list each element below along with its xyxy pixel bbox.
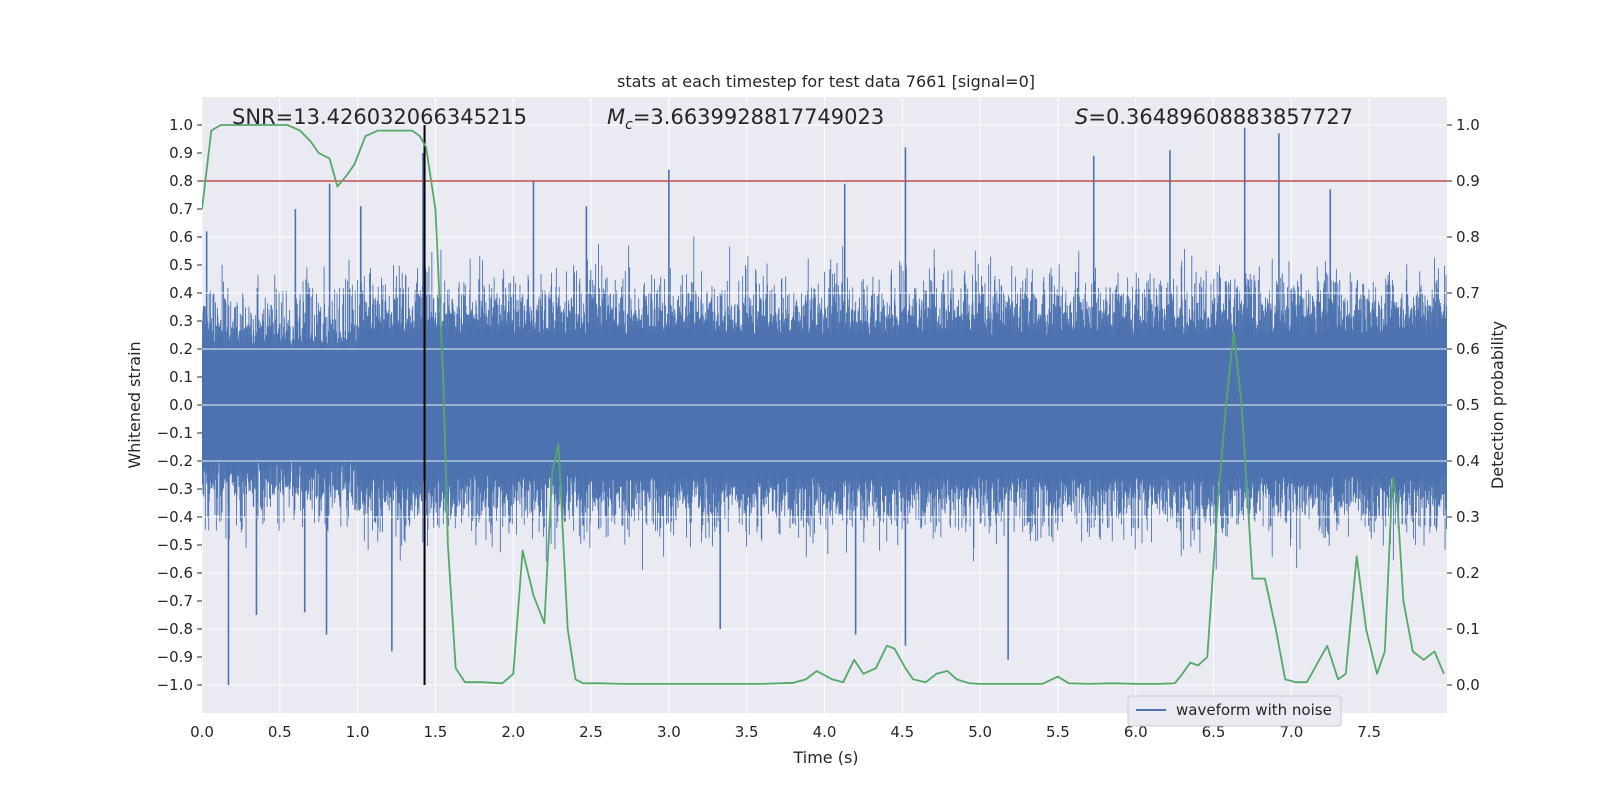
y-left-tick-label: 0.5 — [169, 256, 193, 274]
probability-line — [202, 124, 1445, 685]
y-left-tick-label: 0.8 — [169, 172, 193, 190]
y-left-tick-label: −0.8 — [157, 620, 193, 638]
x-tick-label: 1.0 — [346, 723, 370, 741]
legend-box — [1127, 695, 1342, 727]
y-right-tick-label: 0.8 — [1456, 228, 1480, 246]
y-axis-left-label: Whitened strain — [125, 341, 144, 468]
x-tick-label: 1.5 — [424, 723, 448, 741]
x-tick-label: 0.0 — [190, 723, 214, 741]
x-tick-label: 2.5 — [579, 723, 603, 741]
legend-entry-waveform: waveform with noise — [1176, 701, 1332, 719]
x-tick-label: 3.5 — [735, 723, 759, 741]
y-right-tick-label: 0.3 — [1456, 508, 1480, 526]
x-tick-label: 7.5 — [1357, 723, 1381, 741]
y-left-tick-label: −0.9 — [157, 648, 193, 666]
x-tick-label: 0.5 — [268, 723, 292, 741]
y-left-tick-label: 0.2 — [169, 340, 193, 358]
x-tick-label: 5.5 — [1046, 723, 1070, 741]
y-left-tick-label: −0.2 — [157, 452, 193, 470]
chart-title: stats at each timestep for test data 766… — [617, 72, 1035, 91]
y-axis-left-ticks: 1.0 0.9 0.8 0.7 0.6 0.5 0.4 0.3 0.2 0.1 0.0 −0.1 −0.… — [157, 116, 202, 694]
x-tick-label: 3.0 — [657, 723, 681, 741]
y-left-tick-label: 0.4 — [169, 284, 193, 302]
legend: waveform with noise — [1127, 695, 1342, 727]
x-tick-label: 4.0 — [813, 723, 837, 741]
y-right-tick-label: 0.7 — [1456, 284, 1480, 302]
y-left-tick-label: −0.4 — [157, 508, 193, 526]
x-tick-label: 6.5 — [1202, 723, 1226, 741]
x-tick-label: 7.0 — [1279, 723, 1303, 741]
y-left-tick-label: −0.5 — [157, 536, 193, 554]
y-left-tick-label: 1.0 — [169, 116, 193, 134]
x-axis-ticks: 0.0 0.5 1.0 1.5 2.0 2.5 3.0 3.5 4.0 4.5 5.0 5.5 6.0 6… — [190, 723, 1381, 741]
s-annotation: S=0.36489608883857727 — [1075, 105, 1353, 129]
y-axis-right-label: Detection probability — [1488, 321, 1507, 489]
y-axis-right-ticks: 1.0 0.9 0.8 0.7 0.6 0.5 0.4 0.3 0.2 0.1 0.0 — [1447, 116, 1480, 694]
y-left-tick-label: 0.6 — [169, 228, 193, 246]
y-right-tick-label: 0.9 — [1456, 172, 1480, 190]
waveform-series — [202, 127, 1447, 685]
chirp-mass-annotation: Mc=3.6639928817749023 — [607, 105, 884, 133]
x-tick-label: 4.5 — [890, 723, 914, 741]
y-left-tick-label: −0.6 — [157, 564, 193, 582]
snr-annotation: SNR=13.426032066345215 — [232, 105, 527, 129]
overlay-lines — [202, 124, 1447, 685]
y-right-tick-label: 0.2 — [1456, 564, 1480, 582]
y-left-tick-label: 0.3 — [169, 312, 193, 330]
y-left-tick-label: 0.9 — [169, 144, 193, 162]
x-tick-label: 6.0 — [1124, 723, 1148, 741]
x-axis-label: Time (s) — [792, 748, 858, 767]
y-left-tick-label: −0.3 — [157, 480, 193, 498]
y-right-tick-label: 0.6 — [1456, 340, 1480, 358]
y-left-tick-label: 0.0 — [169, 396, 193, 414]
y-left-tick-label: −1.0 — [157, 676, 193, 694]
y-left-tick-label: −0.7 — [157, 592, 193, 610]
x-tick-label: 2.0 — [501, 723, 525, 741]
y-right-tick-label: 0.5 — [1456, 396, 1480, 414]
y-right-tick-label: 0.0 — [1456, 676, 1480, 694]
y-left-tick-label: 0.7 — [169, 200, 193, 218]
x-tick-label: 5.0 — [968, 723, 992, 741]
y-right-tick-label: 0.1 — [1456, 620, 1480, 638]
y-left-tick-label: −0.1 — [157, 424, 193, 442]
y-right-tick-label: 1.0 — [1456, 116, 1480, 134]
y-right-tick-label: 0.4 — [1456, 452, 1480, 470]
y-left-tick-label: 0.1 — [169, 368, 193, 386]
